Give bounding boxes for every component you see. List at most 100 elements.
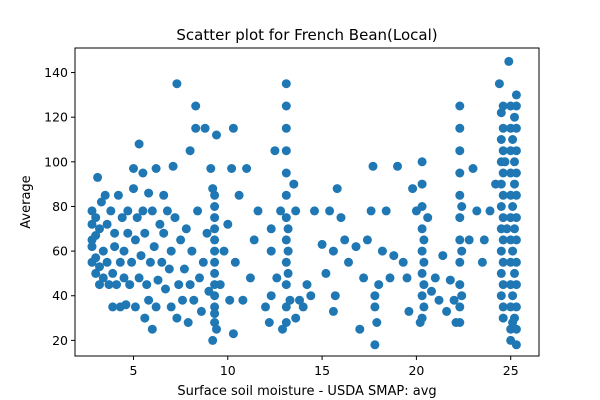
data-point — [91, 268, 101, 278]
data-point — [168, 161, 178, 171]
data-point — [161, 284, 170, 294]
data-point — [408, 184, 418, 194]
data-point — [510, 157, 519, 167]
data-point — [438, 251, 448, 261]
data-point — [430, 273, 440, 283]
data-point — [281, 318, 291, 327]
y-axis-label: Average — [19, 175, 34, 228]
data-point — [100, 190, 110, 200]
data-point — [496, 202, 506, 211]
data-point — [455, 318, 465, 327]
data-point — [281, 235, 291, 245]
data-point — [455, 257, 465, 267]
data-point — [191, 123, 201, 133]
data-point — [210, 246, 220, 256]
data-point — [132, 213, 142, 223]
data-point — [359, 273, 369, 283]
data-point — [179, 264, 189, 274]
data-point — [500, 157, 510, 167]
data-point — [245, 273, 255, 283]
chart-title: Scatter plot for French Bean(Local) — [176, 26, 437, 44]
y-tick-label: 120 — [44, 110, 68, 125]
data-point — [498, 257, 508, 267]
data-point — [417, 202, 427, 211]
data-point — [238, 295, 248, 305]
data-point — [442, 306, 452, 316]
data-point — [155, 219, 165, 229]
data-point — [278, 324, 287, 334]
y-tick-label: 60 — [52, 244, 68, 259]
data-point — [496, 246, 506, 256]
data-point — [228, 329, 238, 339]
data-point — [510, 268, 519, 278]
data-point — [498, 235, 508, 245]
data-point — [510, 224, 519, 234]
data-point — [332, 184, 342, 194]
data-point — [306, 291, 316, 301]
data-point — [281, 101, 291, 111]
data-point — [281, 168, 291, 178]
data-point — [479, 235, 489, 245]
data-point — [144, 295, 154, 305]
data-point — [402, 273, 412, 283]
data-point — [110, 242, 120, 252]
data-point — [159, 190, 169, 200]
data-point — [176, 235, 186, 245]
data-point — [455, 190, 465, 200]
data-point — [417, 313, 427, 323]
data-point — [511, 280, 521, 290]
data-point — [302, 280, 312, 290]
data-point — [511, 340, 521, 350]
data-point — [162, 206, 172, 216]
data-point — [404, 306, 414, 316]
data-point — [508, 135, 518, 144]
data-point — [230, 257, 240, 267]
data-point — [511, 123, 521, 133]
data-point — [193, 206, 203, 216]
data-point — [234, 190, 244, 200]
data-point — [93, 172, 103, 182]
data-point — [508, 246, 518, 256]
data-point — [108, 302, 118, 312]
data-point — [393, 161, 402, 171]
y-tick-label: 20 — [52, 333, 68, 348]
y-axis-ticks: 20 40 60 80 100 120 140 — [44, 65, 75, 348]
data-point — [149, 242, 159, 252]
data-point — [91, 231, 101, 240]
data-point — [281, 257, 291, 267]
data-point — [189, 295, 199, 305]
data-point — [485, 206, 495, 216]
x-tick-label: 10 — [220, 363, 236, 378]
data-point — [266, 224, 276, 234]
data-point — [104, 280, 114, 290]
data-point — [295, 295, 304, 305]
data-point — [355, 324, 365, 334]
x-axis-ticks: 5 10 15 20 25 — [129, 356, 519, 378]
data-point — [172, 79, 182, 89]
data-point — [223, 219, 233, 229]
data-point — [196, 306, 206, 316]
data-point — [142, 280, 152, 290]
data-points — [87, 56, 521, 350]
data-point — [372, 318, 382, 327]
data-point — [215, 280, 225, 290]
data-point — [151, 164, 161, 173]
data-point — [147, 324, 157, 334]
data-point — [281, 146, 291, 156]
data-point — [377, 246, 387, 256]
data-point — [96, 197, 106, 207]
data-point — [317, 239, 327, 249]
data-point — [457, 291, 467, 301]
data-point — [498, 123, 508, 133]
data-point — [129, 164, 138, 173]
data-point — [174, 280, 184, 290]
data-point — [374, 280, 384, 290]
data-point — [210, 302, 220, 312]
data-point — [264, 318, 274, 327]
data-point — [498, 190, 508, 200]
data-point — [281, 79, 291, 89]
data-point — [498, 280, 508, 290]
data-point — [183, 318, 193, 327]
data-point — [281, 123, 291, 133]
data-point — [195, 273, 204, 283]
